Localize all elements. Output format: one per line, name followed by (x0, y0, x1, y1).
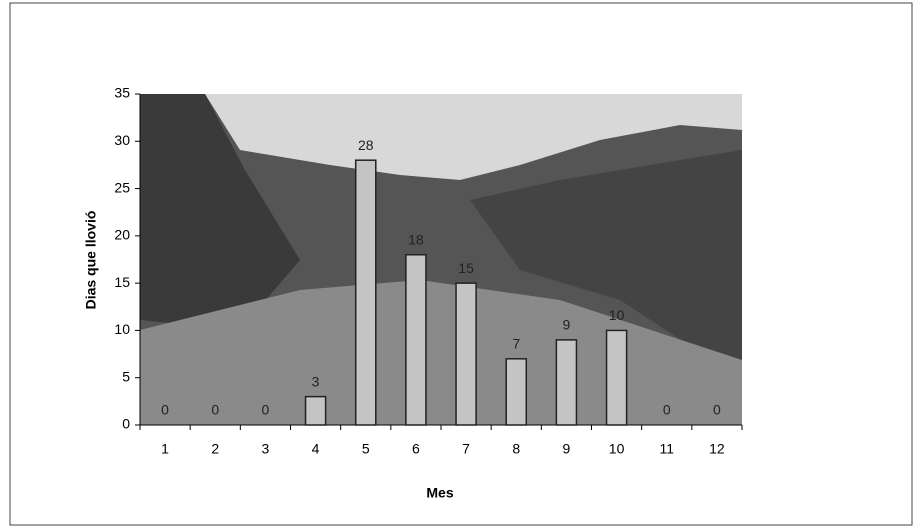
value-label: 28 (358, 137, 374, 153)
x-axis-title: Mes (426, 485, 453, 501)
value-label: 7 (512, 336, 520, 352)
x-tick-label: 12 (709, 441, 725, 457)
y-tick-label: 10 (114, 321, 130, 337)
bar (406, 255, 426, 425)
value-label: 15 (458, 260, 474, 276)
x-tick-label: 7 (462, 441, 470, 457)
y-tick-label: 0 (122, 416, 130, 432)
value-label: 0 (663, 402, 671, 418)
x-tick-label: 5 (362, 441, 370, 457)
bar (556, 340, 576, 425)
chart: Mes Dias que llovió 05101520253035102030… (0, 0, 914, 527)
value-label: 18 (408, 231, 424, 247)
background-photo (140, 94, 742, 425)
y-tick-label: 35 (114, 85, 130, 101)
x-tick-label: 11 (659, 441, 674, 457)
x-tick-label: 1 (161, 441, 169, 457)
value-label: 3 (312, 373, 320, 389)
x-tick-label: 3 (262, 441, 270, 457)
bar (306, 397, 326, 425)
y-tick-label: 25 (114, 179, 130, 195)
y-tick-label: 20 (114, 227, 130, 243)
value-label: 0 (713, 402, 721, 418)
value-label: 10 (609, 307, 625, 323)
bar (356, 160, 376, 425)
x-tick-label: 10 (609, 441, 625, 457)
bar (607, 330, 627, 425)
x-tick-label: 2 (211, 441, 219, 457)
bar (456, 283, 476, 425)
y-axis-title: Dias que llovió (83, 211, 99, 310)
x-tick-label: 8 (512, 441, 520, 457)
x-tick-label: 9 (563, 441, 571, 457)
y-tick-label: 5 (122, 368, 130, 384)
y-tick-label: 30 (114, 132, 130, 148)
y-tick-label: 15 (114, 274, 130, 290)
bar (506, 359, 526, 425)
x-tick-label: 6 (412, 441, 420, 457)
value-label: 0 (161, 402, 169, 418)
value-label: 9 (563, 317, 571, 333)
value-label: 0 (211, 402, 219, 418)
value-label: 0 (262, 402, 270, 418)
x-tick-label: 4 (312, 441, 320, 457)
